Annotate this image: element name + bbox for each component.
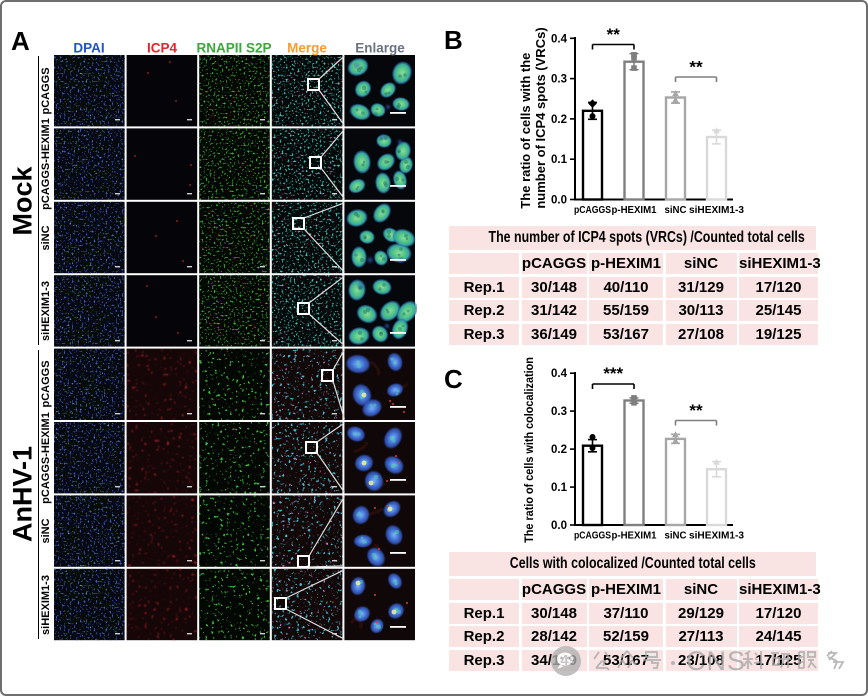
svg-text:***: *** [603, 364, 623, 383]
svg-text:0.2: 0.2 [551, 444, 567, 456]
svg-text:0.3: 0.3 [551, 74, 567, 86]
svg-text:0.0: 0.0 [551, 195, 567, 207]
svg-text:0.1: 0.1 [551, 154, 568, 166]
svg-text:siHEXIM1-3: siHEXIM1-3 [689, 530, 744, 542]
svg-text:0.0: 0.0 [551, 520, 567, 532]
svg-text:p-HEXIM1: p-HEXIM1 [612, 530, 657, 542]
svg-text:p-HEXIM1: p-HEXIM1 [612, 204, 657, 216]
svg-text:pCAGGS: pCAGGS [574, 204, 611, 216]
svg-text:siNC: siNC [665, 204, 687, 216]
svg-text:0.3: 0.3 [551, 406, 567, 418]
svg-text:pCAGGS: pCAGGS [574, 530, 611, 542]
svg-text:0.4: 0.4 [551, 33, 568, 45]
svg-text:0.4: 0.4 [551, 368, 568, 380]
svg-text:siHEXIM1-3: siHEXIM1-3 [689, 204, 744, 216]
svg-text:siNC: siNC [665, 530, 687, 542]
svg-text:**: ** [689, 401, 703, 420]
svg-text:0.1: 0.1 [551, 482, 568, 494]
svg-text:**: ** [607, 25, 621, 44]
svg-text:0.2: 0.2 [551, 114, 567, 126]
svg-text:**: ** [689, 58, 703, 77]
